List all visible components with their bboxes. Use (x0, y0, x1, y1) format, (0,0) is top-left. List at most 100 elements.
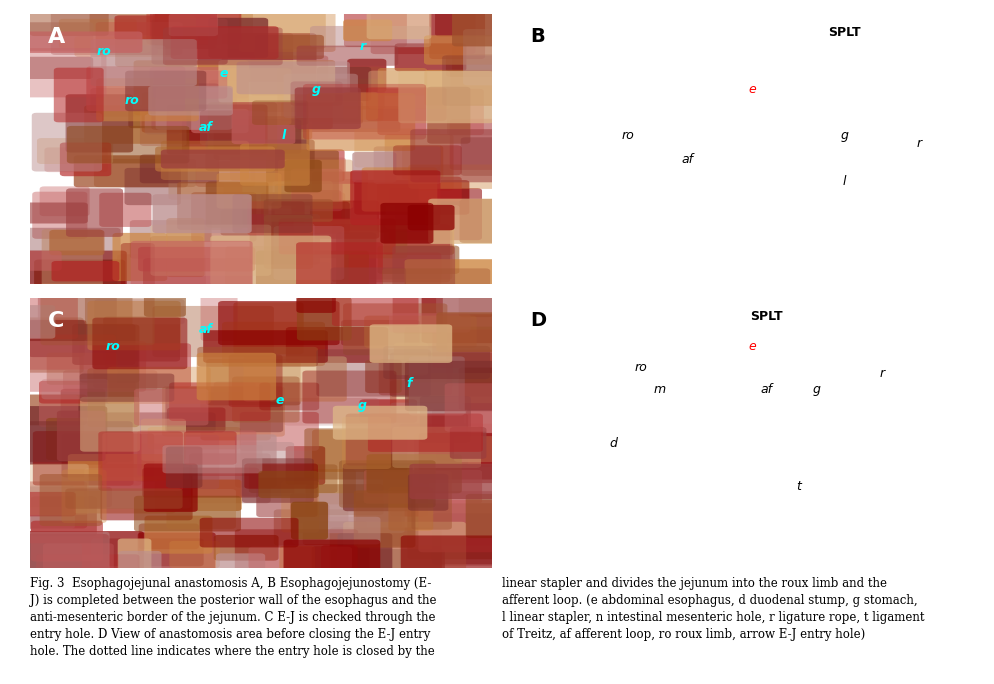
Text: SPLT: SPLT (828, 26, 861, 39)
FancyBboxPatch shape (80, 373, 174, 402)
FancyBboxPatch shape (290, 81, 343, 106)
FancyBboxPatch shape (45, 148, 107, 172)
FancyBboxPatch shape (80, 324, 139, 382)
FancyBboxPatch shape (0, 395, 87, 425)
FancyBboxPatch shape (189, 453, 270, 503)
Text: g: g (841, 129, 849, 142)
Text: Fig. 3  Esophagojejunal anastomosis A, B Esophagojejunostomy (E-
J) is completed: Fig. 3 Esophagojejunal anastomosis A, B … (30, 577, 436, 657)
FancyBboxPatch shape (393, 145, 461, 175)
FancyBboxPatch shape (371, 8, 475, 54)
FancyBboxPatch shape (34, 259, 125, 291)
FancyBboxPatch shape (166, 447, 203, 488)
FancyBboxPatch shape (384, 346, 490, 379)
FancyBboxPatch shape (281, 481, 319, 532)
FancyBboxPatch shape (410, 464, 521, 499)
FancyBboxPatch shape (198, 33, 293, 70)
FancyBboxPatch shape (401, 536, 496, 591)
FancyBboxPatch shape (32, 192, 87, 239)
Text: d: d (609, 437, 617, 450)
FancyBboxPatch shape (5, 250, 127, 304)
FancyBboxPatch shape (378, 246, 459, 274)
FancyBboxPatch shape (279, 224, 314, 255)
FancyBboxPatch shape (0, 406, 107, 464)
FancyBboxPatch shape (278, 218, 396, 254)
FancyBboxPatch shape (282, 209, 381, 237)
FancyBboxPatch shape (352, 152, 397, 183)
FancyBboxPatch shape (218, 301, 340, 345)
FancyBboxPatch shape (137, 430, 256, 476)
FancyBboxPatch shape (274, 184, 396, 233)
FancyBboxPatch shape (389, 487, 433, 531)
FancyBboxPatch shape (384, 208, 454, 255)
FancyBboxPatch shape (310, 469, 356, 504)
FancyBboxPatch shape (377, 183, 425, 233)
FancyBboxPatch shape (421, 285, 527, 343)
Text: f: f (407, 378, 412, 391)
FancyBboxPatch shape (227, 68, 291, 125)
FancyBboxPatch shape (206, 140, 315, 171)
Text: g: g (312, 83, 321, 96)
FancyBboxPatch shape (117, 538, 151, 591)
FancyBboxPatch shape (39, 381, 135, 404)
FancyBboxPatch shape (163, 27, 282, 65)
FancyBboxPatch shape (466, 494, 499, 538)
FancyBboxPatch shape (283, 74, 358, 118)
Text: e: e (748, 83, 756, 96)
FancyBboxPatch shape (134, 496, 241, 531)
FancyBboxPatch shape (162, 386, 285, 436)
FancyBboxPatch shape (252, 101, 308, 125)
FancyBboxPatch shape (130, 220, 212, 259)
FancyBboxPatch shape (350, 170, 440, 225)
FancyBboxPatch shape (294, 88, 361, 129)
FancyBboxPatch shape (454, 436, 500, 462)
FancyBboxPatch shape (152, 306, 274, 357)
Text: D: D (531, 311, 547, 330)
FancyBboxPatch shape (291, 190, 341, 228)
Text: g: g (358, 399, 367, 412)
FancyBboxPatch shape (249, 214, 320, 265)
FancyBboxPatch shape (281, 101, 363, 124)
FancyBboxPatch shape (248, 547, 352, 569)
FancyBboxPatch shape (0, 317, 83, 373)
FancyBboxPatch shape (155, 9, 217, 49)
FancyBboxPatch shape (297, 297, 352, 341)
FancyBboxPatch shape (100, 464, 193, 521)
FancyBboxPatch shape (61, 389, 105, 417)
FancyBboxPatch shape (295, 262, 330, 302)
FancyBboxPatch shape (321, 545, 358, 577)
FancyBboxPatch shape (54, 68, 103, 122)
FancyBboxPatch shape (363, 460, 434, 497)
FancyBboxPatch shape (400, 531, 504, 566)
FancyBboxPatch shape (36, 554, 139, 578)
FancyBboxPatch shape (336, 233, 377, 291)
FancyBboxPatch shape (283, 398, 379, 425)
FancyBboxPatch shape (385, 134, 453, 191)
FancyBboxPatch shape (232, 376, 299, 423)
FancyBboxPatch shape (374, 146, 441, 184)
FancyBboxPatch shape (303, 521, 368, 545)
FancyBboxPatch shape (330, 527, 441, 571)
FancyBboxPatch shape (68, 454, 184, 481)
FancyBboxPatch shape (235, 529, 358, 588)
FancyBboxPatch shape (343, 522, 466, 570)
FancyBboxPatch shape (161, 150, 284, 168)
FancyBboxPatch shape (165, 386, 283, 432)
FancyBboxPatch shape (248, 464, 337, 493)
FancyBboxPatch shape (412, 471, 452, 529)
FancyBboxPatch shape (365, 360, 402, 393)
FancyBboxPatch shape (312, 172, 368, 202)
FancyBboxPatch shape (222, 322, 325, 366)
FancyBboxPatch shape (218, 161, 275, 183)
FancyBboxPatch shape (42, 379, 108, 399)
FancyBboxPatch shape (11, 334, 116, 370)
FancyBboxPatch shape (74, 155, 188, 187)
FancyBboxPatch shape (166, 218, 205, 277)
FancyBboxPatch shape (31, 521, 103, 562)
Text: linear stapler and divides the jejunum into the roux limb and the
afferent loop.: linear stapler and divides the jejunum i… (502, 577, 924, 641)
FancyBboxPatch shape (408, 373, 526, 403)
FancyBboxPatch shape (93, 343, 191, 388)
FancyBboxPatch shape (101, 45, 165, 79)
FancyBboxPatch shape (261, 192, 345, 227)
FancyBboxPatch shape (206, 359, 300, 406)
Text: r: r (879, 367, 885, 380)
